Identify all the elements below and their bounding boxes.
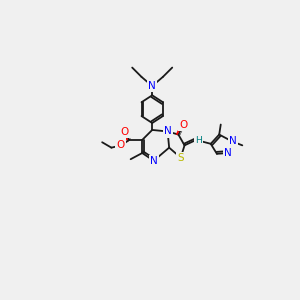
Text: N: N bbox=[150, 156, 158, 166]
Text: N: N bbox=[164, 127, 172, 136]
Text: S: S bbox=[177, 153, 184, 163]
Text: N: N bbox=[229, 136, 237, 146]
Text: O: O bbox=[179, 120, 187, 130]
Text: O: O bbox=[116, 140, 125, 150]
Text: H: H bbox=[195, 136, 202, 145]
Text: N: N bbox=[148, 81, 156, 91]
Text: N: N bbox=[224, 148, 232, 158]
Text: O: O bbox=[120, 127, 129, 137]
